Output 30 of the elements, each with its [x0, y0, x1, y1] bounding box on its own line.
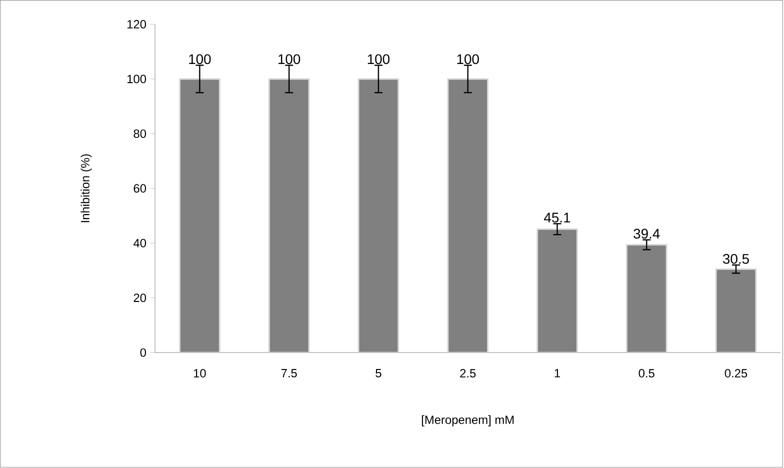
bar: [268, 78, 310, 353]
x-tick-label: 1: [554, 369, 560, 378]
x-tick-label: 0.25: [724, 369, 748, 378]
data-label: 39.4: [634, 228, 660, 239]
x-tick-label: 5: [376, 369, 382, 378]
bar: [178, 78, 220, 353]
bar: [626, 244, 668, 353]
y-tick-label: 80: [134, 130, 146, 138]
y-tick-label: 0: [140, 348, 146, 357]
data-label: 100: [189, 54, 211, 64]
data-label: 100: [368, 54, 390, 64]
data-label: 45.1: [544, 212, 570, 223]
y-tick-label: 40: [133, 239, 146, 248]
x-tick-label: 0.5: [638, 369, 654, 378]
data-label: 30.5: [722, 254, 749, 264]
data-label: 100: [278, 54, 300, 64]
y-tick-label: 60: [134, 184, 146, 193]
bar: [715, 268, 757, 353]
bar: [447, 78, 489, 353]
y-tick-label: 120: [127, 20, 146, 29]
data-label: 100: [457, 54, 479, 64]
y-axis-title: Inhibition (%): [80, 154, 92, 222]
y-tick-label: 20: [134, 294, 146, 302]
bar: [358, 78, 400, 353]
x-tick-label: 10: [194, 369, 206, 378]
x-axis-title: [Meropenem] mM: [422, 415, 514, 427]
y-tick-label: 100: [127, 74, 146, 84]
bar: [536, 228, 578, 353]
x-tick-label: 7.5: [281, 369, 297, 378]
x-tick-label: 2.5: [460, 369, 476, 378]
